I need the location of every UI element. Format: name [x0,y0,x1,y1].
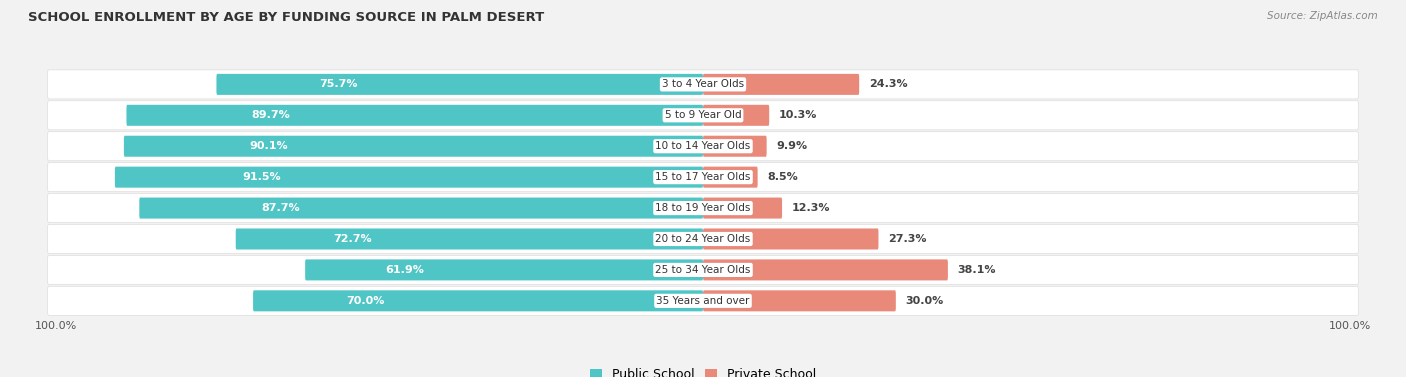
FancyBboxPatch shape [253,290,703,311]
FancyBboxPatch shape [48,255,1358,285]
FancyBboxPatch shape [48,70,1358,99]
Text: 8.5%: 8.5% [768,172,799,182]
FancyBboxPatch shape [703,228,879,250]
FancyBboxPatch shape [217,74,703,95]
Text: 3 to 4 Year Olds: 3 to 4 Year Olds [662,80,744,89]
Text: 87.7%: 87.7% [262,203,299,213]
FancyBboxPatch shape [127,105,703,126]
FancyBboxPatch shape [703,259,948,280]
Text: 72.7%: 72.7% [333,234,371,244]
FancyBboxPatch shape [48,101,1358,130]
Text: 10.3%: 10.3% [779,110,817,120]
Text: 15 to 17 Year Olds: 15 to 17 Year Olds [655,172,751,182]
Text: 12.3%: 12.3% [792,203,830,213]
Text: Source: ZipAtlas.com: Source: ZipAtlas.com [1267,11,1378,21]
FancyBboxPatch shape [703,198,782,219]
FancyBboxPatch shape [48,193,1358,222]
Text: 35 Years and over: 35 Years and over [657,296,749,306]
Text: 20 to 24 Year Olds: 20 to 24 Year Olds [655,234,751,244]
Text: 38.1%: 38.1% [957,265,995,275]
Text: 90.1%: 90.1% [249,141,288,151]
Text: 91.5%: 91.5% [243,172,281,182]
FancyBboxPatch shape [703,167,758,188]
Text: 75.7%: 75.7% [319,80,357,89]
Legend: Public School, Private School: Public School, Private School [585,363,821,377]
Text: 70.0%: 70.0% [346,296,385,306]
Text: 9.9%: 9.9% [776,141,807,151]
FancyBboxPatch shape [703,74,859,95]
FancyBboxPatch shape [48,162,1358,192]
Text: 18 to 19 Year Olds: 18 to 19 Year Olds [655,203,751,213]
FancyBboxPatch shape [703,105,769,126]
Text: 24.3%: 24.3% [869,80,907,89]
FancyBboxPatch shape [48,224,1358,253]
Text: SCHOOL ENROLLMENT BY AGE BY FUNDING SOURCE IN PALM DESERT: SCHOOL ENROLLMENT BY AGE BY FUNDING SOUR… [28,11,544,24]
Text: 10 to 14 Year Olds: 10 to 14 Year Olds [655,141,751,151]
Text: 100.0%: 100.0% [1329,321,1371,331]
Text: 27.3%: 27.3% [889,234,927,244]
Text: 100.0%: 100.0% [35,321,77,331]
FancyBboxPatch shape [48,132,1358,161]
Text: 5 to 9 Year Old: 5 to 9 Year Old [665,110,741,120]
Text: 25 to 34 Year Olds: 25 to 34 Year Olds [655,265,751,275]
FancyBboxPatch shape [305,259,703,280]
FancyBboxPatch shape [115,167,703,188]
FancyBboxPatch shape [236,228,703,250]
Text: 89.7%: 89.7% [252,110,290,120]
FancyBboxPatch shape [703,136,766,157]
Text: 30.0%: 30.0% [905,296,943,306]
FancyBboxPatch shape [124,136,703,157]
FancyBboxPatch shape [139,198,703,219]
FancyBboxPatch shape [48,286,1358,316]
Text: 61.9%: 61.9% [385,265,425,275]
FancyBboxPatch shape [703,290,896,311]
